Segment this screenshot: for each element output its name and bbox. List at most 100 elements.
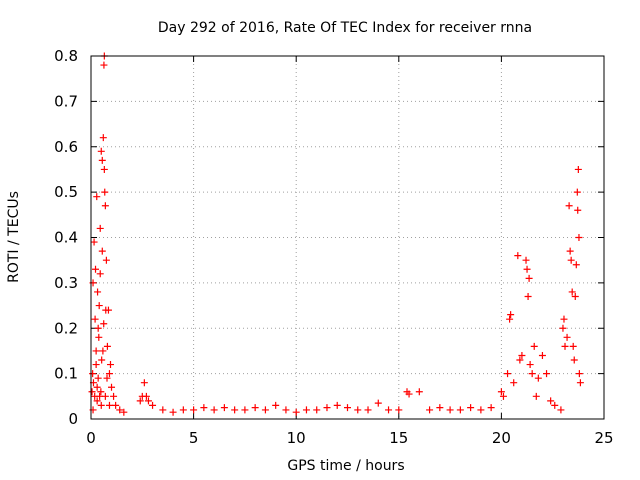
- data-point: [365, 406, 372, 413]
- data-point: [551, 402, 558, 409]
- data-point: [559, 325, 566, 332]
- data-point: [575, 166, 582, 173]
- data-point: [539, 352, 546, 359]
- data-point: [457, 406, 464, 413]
- data-point: [375, 400, 382, 407]
- data-point: [99, 248, 106, 255]
- data-point: [543, 370, 550, 377]
- data-point: [560, 316, 567, 323]
- data-point: [97, 225, 104, 232]
- data-point: [557, 406, 564, 413]
- data-point: [95, 325, 102, 332]
- data-point: [571, 357, 578, 364]
- data-point: [436, 404, 443, 411]
- data-point: [447, 406, 454, 413]
- data-point: [211, 406, 218, 413]
- data-point: [97, 270, 104, 277]
- y-tick-label: 0.7: [54, 92, 78, 110]
- data-point: [282, 406, 289, 413]
- data-point: [91, 239, 98, 246]
- x-tick-label: 25: [594, 429, 613, 447]
- data-point: [533, 393, 540, 400]
- data-point: [344, 404, 351, 411]
- data-point: [566, 202, 573, 209]
- data-point: [102, 393, 109, 400]
- data-point: [94, 288, 101, 295]
- data-point: [467, 404, 474, 411]
- data-point: [200, 404, 207, 411]
- data-point: [568, 257, 575, 264]
- data-point: [170, 409, 177, 416]
- data-point: [93, 361, 100, 368]
- data-point: [574, 207, 581, 214]
- data-point: [103, 257, 110, 264]
- data-point: [385, 406, 392, 413]
- data-point: [564, 334, 571, 341]
- data-point: [101, 189, 108, 196]
- data-point: [252, 404, 259, 411]
- data-point: [569, 288, 576, 295]
- data-point: [231, 406, 238, 413]
- data-point: [95, 334, 102, 341]
- data-point: [323, 404, 330, 411]
- y-tick-label: 0.2: [54, 319, 78, 337]
- data-point: [98, 148, 105, 155]
- data-point: [477, 406, 484, 413]
- data-point: [272, 402, 279, 409]
- data-point: [524, 266, 531, 273]
- data-point: [562, 343, 569, 350]
- data-point: [523, 257, 530, 264]
- data-point: [107, 361, 114, 368]
- data-point: [100, 134, 107, 141]
- y-tick-label: 0.5: [54, 183, 78, 201]
- data-point: [510, 379, 517, 386]
- data-point: [96, 302, 103, 309]
- data-point: [159, 406, 166, 413]
- data-point: [575, 234, 582, 241]
- data-point: [112, 402, 119, 409]
- data-point: [531, 343, 538, 350]
- y-tick-label: 0.1: [54, 365, 78, 383]
- axis-ticks: 051015202500.10.20.30.40.50.60.70.8: [54, 47, 613, 447]
- x-tick-label: 15: [389, 429, 408, 447]
- y-tick-label: 0.6: [54, 138, 78, 156]
- x-tick-label: 5: [189, 429, 199, 447]
- data-point: [529, 370, 536, 377]
- data-point: [488, 404, 495, 411]
- data-point: [89, 370, 96, 377]
- y-tick-label: 0.8: [54, 47, 78, 65]
- data-point: [293, 409, 300, 416]
- data-points: [89, 53, 584, 416]
- data-point: [101, 166, 108, 173]
- data-point: [525, 293, 532, 300]
- x-tick-label: 20: [492, 429, 511, 447]
- data-point: [526, 275, 533, 282]
- data-point: [527, 361, 534, 368]
- data-point: [567, 248, 574, 255]
- y-tick-label: 0: [68, 410, 78, 428]
- y-tick-label: 0.3: [54, 274, 78, 292]
- data-point: [95, 375, 102, 382]
- data-point: [100, 62, 107, 69]
- data-point: [573, 261, 580, 268]
- data-point: [577, 379, 584, 386]
- data-point: [190, 406, 197, 413]
- data-point: [241, 406, 248, 413]
- x-tick-label: 10: [287, 429, 306, 447]
- data-point: [507, 311, 514, 318]
- data-point: [100, 320, 107, 327]
- data-point: [504, 370, 511, 377]
- data-point: [92, 266, 99, 273]
- data-point: [93, 193, 100, 200]
- data-point: [426, 406, 433, 413]
- data-point: [99, 347, 106, 354]
- data-point: [514, 252, 521, 259]
- data-point: [303, 406, 310, 413]
- data-point: [576, 370, 583, 377]
- data-point: [180, 406, 187, 413]
- data-point: [93, 347, 100, 354]
- data-point: [547, 397, 554, 404]
- data-point: [108, 384, 115, 391]
- data-point: [99, 157, 106, 164]
- data-point: [262, 406, 269, 413]
